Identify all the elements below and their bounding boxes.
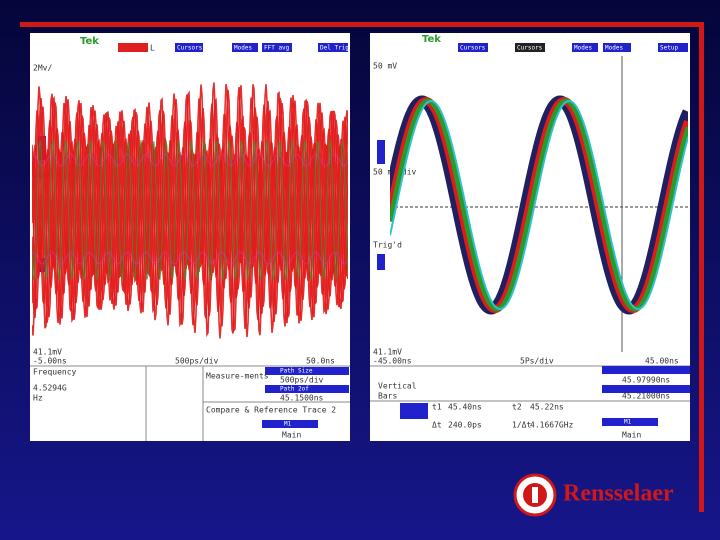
footer-label: 41.1mV: [33, 348, 62, 357]
menu-button: [515, 43, 545, 52]
footer-label: 5Ps/div: [520, 357, 554, 366]
menu-button: [318, 43, 348, 52]
readout-highlight: [265, 367, 349, 375]
readout-label: Δt: [432, 421, 442, 430]
footer-label: -5.00ns: [33, 357, 67, 366]
frame-top: [20, 22, 704, 27]
right-scope: Tek Cursors Cursors Modes Modes Setup 50…: [370, 33, 690, 441]
readout-value: 4.5294G: [33, 384, 67, 393]
waveform-area: [390, 95, 688, 315]
brand: Tek: [422, 34, 441, 45]
readout-value: Main: [282, 431, 301, 440]
footer-label: -45.00ns: [373, 357, 412, 366]
axis-label: 50 mV: [373, 62, 397, 71]
frame-right: [699, 22, 704, 512]
readout-label: Frequency: [33, 368, 77, 377]
menu-item: Cursors: [517, 45, 543, 52]
waveform: [32, 153, 348, 167]
readout-highlight: [400, 403, 428, 419]
readout-label: Vertical: [378, 382, 417, 391]
menu-item: Setup: [660, 45, 678, 52]
left-scope: Tek L Cursors Modes FFT avg Del Trig 2Mv…: [30, 33, 350, 441]
menu-button: [572, 43, 598, 52]
readout-value: 45.22ns: [530, 403, 564, 412]
channel-marker: [377, 254, 385, 270]
footer-label: 50.0ns: [306, 357, 335, 366]
readout-value: 240.0ps: [448, 421, 482, 430]
waveform: [390, 99, 688, 311]
menu-item: Modes: [234, 45, 252, 52]
readout-value: M1: [284, 421, 292, 428]
readout-value: M1: [624, 419, 632, 426]
footer-label: 45.00ns: [645, 357, 679, 366]
readout-label: Measure-ments: [206, 372, 269, 381]
readout-highlight: [602, 418, 658, 426]
seal-mark: [532, 487, 538, 503]
menu-button: [175, 43, 203, 52]
readout-unit: Hz: [33, 394, 43, 403]
logo-name: Rensselaer: [563, 481, 674, 507]
axis-label: Trig'd: [373, 241, 402, 250]
brand: Tek: [80, 36, 99, 47]
menu-button: [603, 43, 631, 52]
readout-label: t1: [432, 403, 442, 412]
readout-value: 45.40ns: [448, 403, 482, 412]
menu-item: Cursors: [177, 45, 203, 52]
logo: Rensselaer: [513, 473, 674, 517]
waveform: [32, 99, 348, 321]
readout-value: 45.21000ns: [622, 392, 670, 401]
readout-label: Path Size: [280, 368, 313, 375]
readout-highlight: [262, 420, 318, 428]
menu-button: [118, 43, 148, 52]
readout-value: 45.1500ns: [280, 394, 324, 403]
footer-label: 500ps/div: [175, 357, 219, 366]
readout-value: 45.97990ns: [622, 376, 670, 385]
readout-label: Bars: [378, 392, 397, 401]
readout-label: t2: [512, 403, 522, 412]
waveform: [32, 139, 348, 281]
menu-button: [262, 43, 292, 52]
waveform: [390, 98, 688, 312]
menu-item: Del Trig: [320, 45, 349, 52]
readout-highlight: [602, 385, 690, 393]
readout-highlight: [602, 366, 690, 374]
axis-label: 2Mv/: [33, 64, 52, 73]
readout-value: 500ps/div: [280, 376, 324, 385]
menu-item: FFT avg: [264, 45, 290, 52]
waveform: [32, 110, 348, 310]
menu-item: Modes: [574, 45, 592, 52]
menu-item: Modes: [605, 45, 623, 52]
readout-label: 1/Δt: [512, 421, 531, 430]
menu-item: L: [150, 44, 155, 53]
menu-button: [232, 43, 258, 52]
readout-label: Path 2of: [280, 386, 309, 393]
readout-value: 4.1667GHz: [530, 421, 574, 430]
readout-label: Compare & Reference Trace 2: [206, 406, 336, 415]
waveform-area: [32, 82, 348, 339]
channel-marker: [377, 140, 385, 164]
menu-item: Cursors: [460, 45, 486, 52]
waveform: [32, 251, 348, 265]
menu-button: [658, 43, 688, 52]
footer-label: 41.1mV: [373, 348, 402, 357]
menu-button: [458, 43, 488, 52]
readout-value: Main: [622, 431, 641, 440]
readout-highlight: [265, 385, 349, 393]
